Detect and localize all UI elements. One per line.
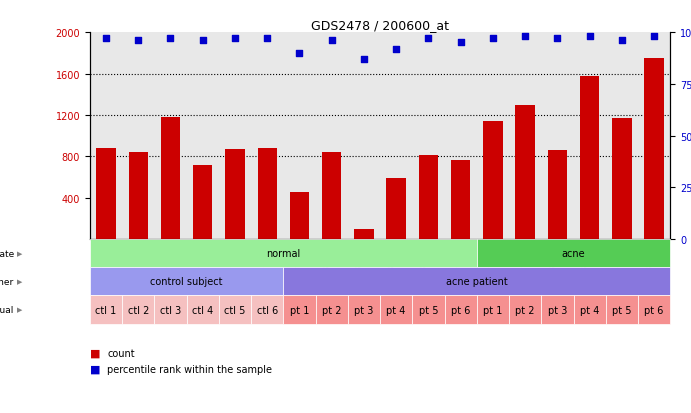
Bar bbox=[580, 76, 599, 240]
Text: count: count bbox=[107, 348, 135, 358]
Text: pt 3: pt 3 bbox=[548, 305, 567, 315]
Bar bbox=[386, 178, 406, 240]
Text: ctl 5: ctl 5 bbox=[225, 305, 245, 315]
Bar bbox=[258, 149, 277, 240]
Text: pt 5: pt 5 bbox=[612, 305, 632, 315]
Point bbox=[390, 46, 401, 53]
Text: pt 4: pt 4 bbox=[580, 305, 599, 315]
Point bbox=[455, 40, 466, 47]
Text: ctl 4: ctl 4 bbox=[192, 305, 214, 315]
Text: ctl 6: ctl 6 bbox=[256, 305, 278, 315]
Text: pt 4: pt 4 bbox=[386, 305, 406, 315]
Point bbox=[197, 38, 208, 45]
Text: pt 6: pt 6 bbox=[645, 305, 664, 315]
Text: ▶: ▶ bbox=[17, 279, 23, 285]
Text: other: other bbox=[0, 277, 14, 286]
Point bbox=[520, 34, 531, 40]
Text: disease state: disease state bbox=[0, 249, 14, 258]
Point bbox=[100, 36, 111, 43]
Point bbox=[165, 36, 176, 43]
Text: ▶: ▶ bbox=[17, 251, 23, 256]
Point bbox=[262, 36, 273, 43]
Text: ctl 2: ctl 2 bbox=[128, 305, 149, 315]
Point bbox=[326, 38, 337, 45]
Bar bbox=[96, 149, 115, 240]
Point bbox=[423, 36, 434, 43]
Bar bbox=[225, 150, 245, 240]
Bar bbox=[451, 161, 471, 240]
Title: GDS2478 / 200600_at: GDS2478 / 200600_at bbox=[311, 19, 449, 32]
Text: percentile rank within the sample: percentile rank within the sample bbox=[107, 364, 272, 374]
Text: ctl 3: ctl 3 bbox=[160, 305, 181, 315]
Bar bbox=[354, 229, 374, 240]
Point bbox=[552, 36, 563, 43]
Bar bbox=[161, 118, 180, 240]
Text: pt 6: pt 6 bbox=[451, 305, 471, 315]
Text: ■: ■ bbox=[90, 348, 104, 358]
Point bbox=[133, 38, 144, 45]
Text: pt 2: pt 2 bbox=[515, 305, 535, 315]
Text: pt 1: pt 1 bbox=[290, 305, 309, 315]
Text: pt 1: pt 1 bbox=[483, 305, 502, 315]
Text: normal: normal bbox=[266, 249, 301, 259]
Text: acne: acne bbox=[562, 249, 585, 259]
Bar bbox=[419, 156, 438, 240]
Point bbox=[359, 57, 370, 63]
Bar bbox=[515, 105, 535, 240]
Bar bbox=[193, 165, 212, 240]
Text: pt 3: pt 3 bbox=[354, 305, 374, 315]
Bar bbox=[612, 119, 632, 240]
Text: ■: ■ bbox=[90, 364, 104, 374]
Point bbox=[229, 36, 240, 43]
Bar bbox=[290, 192, 309, 240]
Text: acne patient: acne patient bbox=[446, 277, 508, 287]
Point bbox=[487, 36, 498, 43]
Bar bbox=[548, 151, 567, 240]
Text: pt 5: pt 5 bbox=[419, 305, 438, 315]
Text: pt 2: pt 2 bbox=[322, 305, 341, 315]
Bar bbox=[322, 153, 341, 240]
Bar bbox=[645, 59, 664, 240]
Text: control subject: control subject bbox=[151, 277, 223, 287]
Point bbox=[616, 38, 627, 45]
Bar bbox=[129, 153, 148, 240]
Point bbox=[649, 34, 660, 40]
Point bbox=[294, 50, 305, 57]
Text: ctl 1: ctl 1 bbox=[95, 305, 117, 315]
Text: ▶: ▶ bbox=[17, 307, 23, 313]
Point bbox=[584, 34, 595, 40]
Text: individual: individual bbox=[0, 305, 14, 314]
Bar bbox=[483, 122, 502, 240]
